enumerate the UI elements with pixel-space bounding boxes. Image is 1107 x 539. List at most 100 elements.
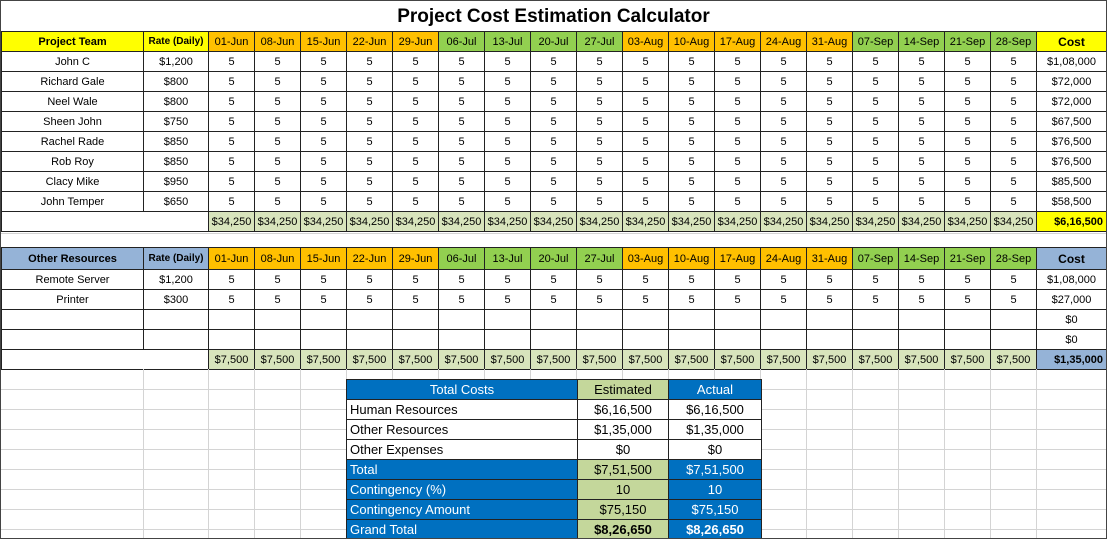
- cell-days[interactable]: 5: [254, 111, 301, 132]
- cell-week-total[interactable]: $7,500: [622, 349, 669, 370]
- header-date[interactable]: 29-Jun: [392, 31, 439, 52]
- cell-days[interactable]: 5: [392, 111, 439, 132]
- cell-days[interactable]: 5: [530, 269, 577, 290]
- cell-days[interactable]: 5: [714, 111, 761, 132]
- cell-rate[interactable]: $800: [143, 91, 209, 112]
- header-date[interactable]: 14-Sep: [898, 31, 945, 52]
- cell-days[interactable]: 5: [300, 51, 347, 72]
- cell-days[interactable]: 5: [668, 111, 715, 132]
- header-cost[interactable]: Cost: [1036, 247, 1106, 270]
- cell-days[interactable]: 5: [714, 91, 761, 112]
- cell-days[interactable]: 5: [484, 151, 531, 172]
- cell-days[interactable]: [576, 329, 623, 350]
- cell-days[interactable]: 5: [852, 71, 899, 92]
- header-date[interactable]: 28-Sep: [990, 247, 1037, 270]
- cell-week-total[interactable]: $34,250: [944, 211, 991, 232]
- cell-cost[interactable]: $72,000: [1036, 71, 1106, 92]
- summary-actual[interactable]: 10: [668, 479, 762, 500]
- cell-days[interactable]: 5: [576, 111, 623, 132]
- cell-name[interactable]: John C: [1, 51, 144, 72]
- cell-rate[interactable]: [143, 329, 209, 350]
- cell-days[interactable]: 5: [714, 289, 761, 310]
- header-date[interactable]: 22-Jun: [346, 247, 393, 270]
- cell-week-total[interactable]: $7,500: [346, 349, 393, 370]
- summary-estimated[interactable]: $75,150: [577, 499, 669, 520]
- cell-days[interactable]: [484, 309, 531, 330]
- cell-days[interactable]: 5: [714, 71, 761, 92]
- cell-days[interactable]: 5: [622, 111, 669, 132]
- cell-days[interactable]: 5: [898, 151, 945, 172]
- cell-days[interactable]: 5: [622, 91, 669, 112]
- cell-days[interactable]: 5: [346, 269, 393, 290]
- header-date[interactable]: 15-Jun: [300, 247, 347, 270]
- cell-days[interactable]: 5: [346, 51, 393, 72]
- header-other[interactable]: Other Resources: [1, 247, 144, 270]
- cell-days[interactable]: [760, 309, 807, 330]
- cell-days[interactable]: 5: [576, 191, 623, 212]
- cell-days[interactable]: 5: [208, 111, 255, 132]
- cell-days[interactable]: [530, 329, 577, 350]
- cell-week-total[interactable]: $7,500: [714, 349, 761, 370]
- cell-week-total[interactable]: $7,500: [254, 349, 301, 370]
- cell-days[interactable]: 5: [806, 269, 853, 290]
- cell-days[interactable]: 5: [254, 71, 301, 92]
- cell-days[interactable]: 5: [714, 51, 761, 72]
- header-date[interactable]: 15-Jun: [300, 31, 347, 52]
- cell-days[interactable]: [392, 309, 439, 330]
- cell-week-total[interactable]: $34,250: [576, 211, 623, 232]
- cell-days[interactable]: [484, 329, 531, 350]
- cell-days[interactable]: [346, 309, 393, 330]
- cell-days[interactable]: 5: [346, 111, 393, 132]
- cell-days[interactable]: 5: [254, 191, 301, 212]
- cell-days[interactable]: 5: [392, 171, 439, 192]
- cell-cost[interactable]: $0: [1036, 329, 1106, 350]
- cell-week-total[interactable]: $34,250: [990, 211, 1037, 232]
- cell-days[interactable]: 5: [530, 91, 577, 112]
- cell-cost[interactable]: $76,500: [1036, 131, 1106, 152]
- cell-days[interactable]: 5: [208, 71, 255, 92]
- cell-days[interactable]: 5: [438, 269, 485, 290]
- cell-week-total[interactable]: $7,500: [852, 349, 899, 370]
- cell-days[interactable]: [852, 309, 899, 330]
- cell-days[interactable]: 5: [300, 151, 347, 172]
- cell-rate[interactable]: $1,200: [143, 51, 209, 72]
- summary-estimated[interactable]: $7,51,500: [577, 459, 669, 480]
- cell-days[interactable]: 5: [806, 289, 853, 310]
- cell-week-total[interactable]: $7,500: [668, 349, 715, 370]
- cell-days[interactable]: 5: [806, 151, 853, 172]
- cell-days[interactable]: 5: [898, 191, 945, 212]
- header-date[interactable]: 14-Sep: [898, 247, 945, 270]
- cell-week-total[interactable]: $7,500: [806, 349, 853, 370]
- header-date[interactable]: 29-Jun: [392, 247, 439, 270]
- cell-days[interactable]: 5: [346, 151, 393, 172]
- cell-cost[interactable]: $67,500: [1036, 111, 1106, 132]
- header-rate[interactable]: Rate (Daily): [143, 31, 209, 52]
- cell-days[interactable]: [208, 329, 255, 350]
- cell-days[interactable]: 5: [622, 171, 669, 192]
- cell-days[interactable]: [300, 329, 347, 350]
- cell-days[interactable]: 5: [760, 51, 807, 72]
- cell-days[interactable]: 5: [714, 191, 761, 212]
- cell-days[interactable]: 5: [438, 171, 485, 192]
- summary-actual[interactable]: $0: [668, 439, 762, 460]
- cell-week-total[interactable]: $7,500: [300, 349, 347, 370]
- cell-week-total[interactable]: $34,250: [898, 211, 945, 232]
- cell-days[interactable]: 5: [484, 91, 531, 112]
- cell-week-total[interactable]: $34,250: [254, 211, 301, 232]
- cell-days[interactable]: 5: [990, 171, 1037, 192]
- header-date[interactable]: 17-Aug: [714, 31, 761, 52]
- cell-days[interactable]: 5: [392, 131, 439, 152]
- cell-days[interactable]: 5: [346, 91, 393, 112]
- cell-days[interactable]: 5: [714, 269, 761, 290]
- header-date[interactable]: 21-Sep: [944, 247, 991, 270]
- cell-days[interactable]: 5: [438, 131, 485, 152]
- cell-days[interactable]: 5: [438, 289, 485, 310]
- cell-days[interactable]: 5: [300, 131, 347, 152]
- cell-days[interactable]: 5: [576, 269, 623, 290]
- cell-days[interactable]: 5: [622, 51, 669, 72]
- cell-days[interactable]: 5: [668, 91, 715, 112]
- cell-days[interactable]: 5: [484, 289, 531, 310]
- header-cost[interactable]: Cost: [1036, 31, 1106, 52]
- cell-name[interactable]: Printer: [1, 289, 144, 310]
- summary-estimated[interactable]: $6,16,500: [577, 399, 669, 420]
